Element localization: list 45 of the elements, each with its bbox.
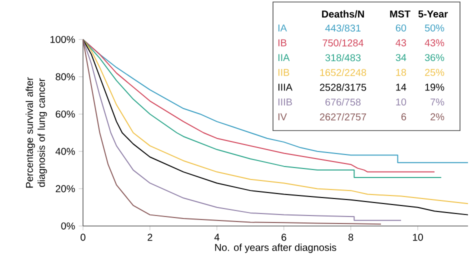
text: IIA: [278, 54, 290, 62]
x-tick-label: 2: [148, 234, 152, 241]
annotation: 1652/2248: [320, 68, 366, 76]
y-tick-label: 0%: [61, 222, 75, 230]
annotation: 750/1284: [322, 39, 364, 46]
x-tick-label: 8: [348, 234, 354, 241]
annotation: 19%: [425, 84, 444, 91]
text: 443/831: [325, 24, 361, 32]
annotation: 36%: [424, 54, 444, 62]
annotation: 14: [396, 84, 406, 91]
x-tick-label: 10: [413, 234, 423, 241]
annotation: 10: [396, 98, 406, 106]
annotation: 2%: [430, 113, 444, 120]
text: IA: [278, 24, 287, 32]
annotation: 34: [396, 54, 406, 62]
text: IV: [278, 113, 287, 120]
text: Deaths/N: [322, 10, 364, 18]
x-tick-label: 0: [80, 234, 86, 241]
y-tick-label: 80%: [56, 73, 75, 80]
text: IIIB: [278, 98, 292, 106]
text: 60: [396, 24, 406, 32]
x-tick-label: 6: [282, 234, 286, 241]
annotation: 25%: [425, 68, 444, 76]
text: 50%: [424, 24, 444, 32]
text: IIIA: [278, 84, 292, 91]
annotation: 18: [396, 68, 406, 76]
y-axis-title: Percentage survival after diagnosis of lung cancer: [26, 77, 47, 188]
annotation: 7%: [430, 98, 444, 106]
text: IB: [278, 39, 286, 46]
annotation: 676/758: [326, 98, 361, 106]
x-axis-title: No. of years after diagnosis: [215, 244, 336, 253]
annotation: 6: [401, 113, 406, 120]
annotation: 2627/2757: [320, 113, 366, 120]
annotation: 43: [396, 39, 406, 46]
annotation: 318/483: [325, 54, 361, 62]
y-tick-label: 20%: [56, 185, 75, 192]
text: IIB: [278, 68, 290, 76]
y-tick-label: 100%: [50, 36, 75, 44]
y-tick-label: 60%: [56, 110, 75, 118]
text: 5-Year: [418, 10, 448, 18]
text: MST: [390, 10, 410, 18]
annotation: 2528/3175: [320, 84, 366, 91]
x-tick-label: 4: [214, 234, 220, 241]
y-tick-label: 40%: [56, 148, 75, 155]
annotation: 43%: [424, 39, 444, 46]
